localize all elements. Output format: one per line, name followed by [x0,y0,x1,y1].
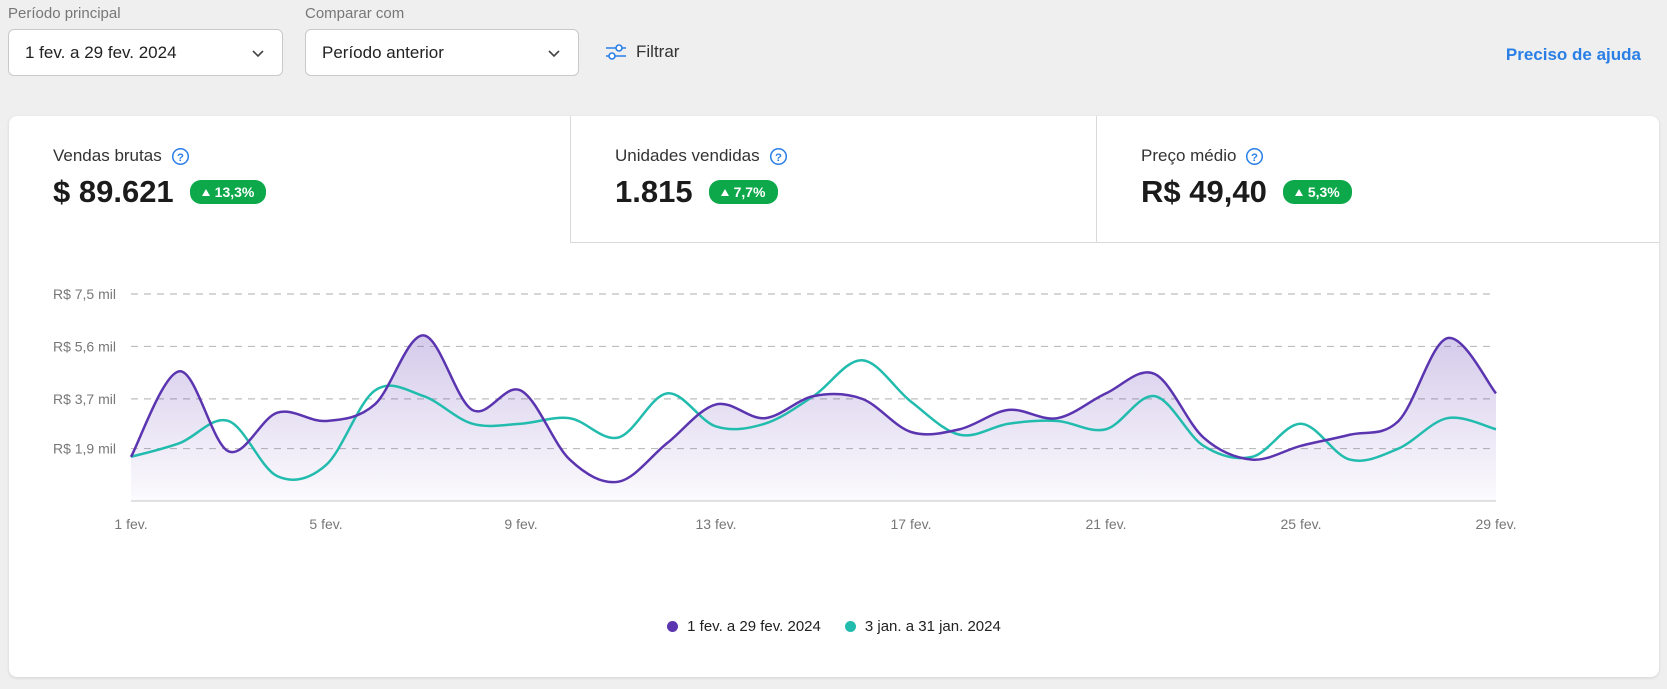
sliders-icon [606,44,626,60]
arrow-up-icon [1294,188,1303,196]
question-circle-icon[interactable]: ? [1245,147,1264,166]
compare-value: Período anterior [322,42,444,62]
metric-units-sold[interactable]: Unidades vendidas ? 1.815 7,7% [570,116,1096,243]
change-text: 5,3% [1307,184,1340,200]
help-link[interactable]: Preciso de ajuda [1505,45,1641,64]
legend-item-previous[interactable]: 3 jan. a 31 jan. 2024 [844,618,1001,635]
change-badge: 7,7% [708,180,778,204]
change-text: 7,7% [733,184,766,200]
x-tick-label: 25 fev. [1281,516,1322,532]
metric-value: 1.815 [615,174,693,209]
y-tick-label: R$ 1,9 mil [53,441,116,457]
main-period-select[interactable]: 1 fev. a 29 fev. 2024 [8,29,283,76]
x-tick-label: 5 fev. [309,516,342,532]
main-period-value: 1 fev. a 29 fev. 2024 [25,42,177,62]
series-line-current [129,334,1497,484]
chevron-down-icon [548,50,560,58]
metric-name: Vendas brutas [53,146,162,165]
y-tick-label: R$ 7,5 mil [53,286,116,302]
x-tick-label: 29 fev. [1476,516,1517,532]
svg-text:?: ? [177,151,184,163]
compare-select[interactable]: Período anterior [305,29,579,76]
metric-value: R$ 49,40 [1141,174,1267,209]
x-tick-label: 17 fev. [891,516,932,532]
metric-value: $ 89.621 [53,174,174,209]
chart-legend: 1 fev. a 29 fev. 2024 3 jan. a 31 jan. 2… [9,618,1659,635]
x-tick-label: 13 fev. [696,516,737,532]
metric-gross-sales[interactable]: Vendas brutas ? $ 89.621 13,3% [9,116,570,243]
change-text: 13,3% [214,184,255,200]
y-tick-label: R$ 5,6 mil [53,338,116,354]
metric-name: Preço médio [1141,146,1237,165]
legend-item-current[interactable]: 1 fev. a 29 fev. 2024 [667,618,821,635]
legend-label: 3 jan. a 31 jan. 2024 [864,618,1001,635]
chevron-down-icon [252,50,264,58]
legend-label: 1 fev. a 29 fev. 2024 [687,618,821,635]
metric-name: Unidades vendidas [615,146,760,165]
series-area-current [131,335,1496,501]
x-tick-label: 1 fev. [114,516,147,532]
main-period-label: Período principal [8,5,121,22]
x-tick-label: 21 fev. [1086,516,1127,532]
question-circle-icon[interactable]: ? [769,147,788,166]
legend-dot [667,621,679,632]
metric-average-price[interactable]: Preço médio ? R$ 49,40 5,3% [1096,116,1659,243]
y-tick-label: R$ 3,7 mil [53,391,116,407]
legend-dot [844,621,856,632]
change-badge: 5,3% [1282,180,1352,204]
filter-button[interactable]: Filtrar [605,42,679,62]
change-badge: 13,3% [189,180,267,204]
x-tick-label: 9 fev. [504,516,537,532]
sales-chart: R$ 1,9 mil R$ 3,7 mil R$ 5,6 mil R$ 7,5 mil… [53,286,1517,532]
svg-text:?: ? [1251,151,1258,163]
arrow-up-icon [201,188,210,196]
filter-label: Filtrar [636,42,680,61]
svg-text:?: ? [775,151,782,163]
compare-label: Comparar com [305,5,405,22]
arrow-up-icon [720,188,729,196]
sales-card: R$ 1,9 mil R$ 3,7 mil R$ 5,6 mil R$ 7,5 mil… [9,116,1659,677]
question-circle-icon[interactable]: ? [171,147,190,166]
